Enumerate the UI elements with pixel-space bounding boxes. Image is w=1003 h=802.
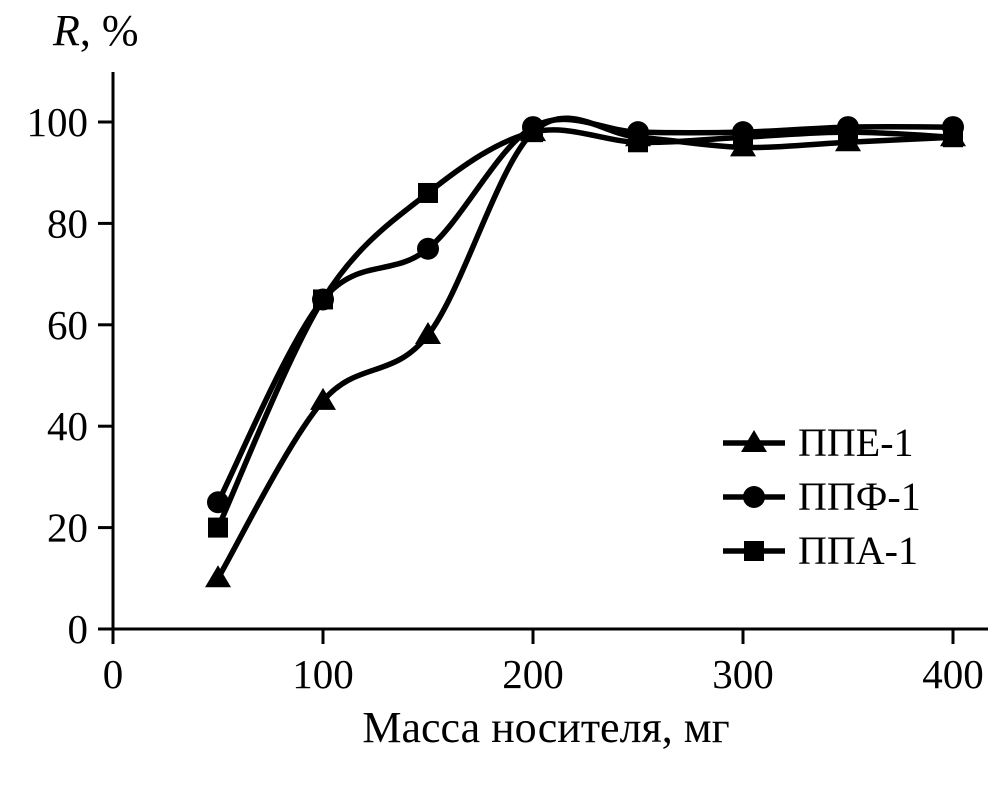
y-axis-title: R, % <box>52 6 139 55</box>
x-tick-label: 300 <box>712 651 774 697</box>
x-tick-label: 100 <box>292 651 354 697</box>
x-axis-title: Масса носителя, мг <box>362 703 729 752</box>
y-tick-label: 0 <box>68 606 89 652</box>
legend-key-1-circle-marker <box>743 486 765 508</box>
y-axis-title-unit: , % <box>80 6 139 55</box>
data-point-series-1-circle-marker <box>207 491 229 514</box>
data-point-series-0-triangle-marker <box>415 321 441 344</box>
data-point-series-2-square-marker <box>418 182 438 203</box>
data-point-series-2-square-marker <box>838 122 858 143</box>
y-axis-title-symbol: R <box>52 6 80 55</box>
data-point-series-2-square-marker <box>523 122 543 143</box>
legend-label-0: ППЕ-1 <box>798 420 914 465</box>
legend-label-2: ППА-1 <box>798 528 918 573</box>
legend-key-2-square-marker <box>744 541 764 561</box>
y-tick-label: 80 <box>47 200 88 246</box>
series-line-2 <box>215 127 956 531</box>
y-tick-label: 20 <box>47 505 88 551</box>
data-point-series-2-square-marker <box>733 127 753 148</box>
legend-label-1: ППФ-1 <box>798 474 921 519</box>
y-tick-label: 60 <box>47 302 88 348</box>
x-tick-label: 200 <box>502 651 564 697</box>
y-tick-label: 40 <box>47 403 88 449</box>
data-point-series-1-circle-marker <box>417 237 439 260</box>
data-point-series-2-square-marker <box>628 132 648 153</box>
data-point-series-0-triangle-marker <box>205 565 231 588</box>
legend-key-0-triangle-marker <box>741 430 767 452</box>
data-point-series-2-square-marker <box>313 289 333 310</box>
data-point-series-2-square-marker <box>943 127 963 148</box>
x-tick-label: 400 <box>922 651 984 697</box>
y-tick-label: 100 <box>27 99 89 145</box>
x-tick-label: 0 <box>103 651 124 697</box>
data-point-series-2-square-marker <box>208 517 228 538</box>
data-point-series-0-triangle-marker <box>310 387 336 410</box>
